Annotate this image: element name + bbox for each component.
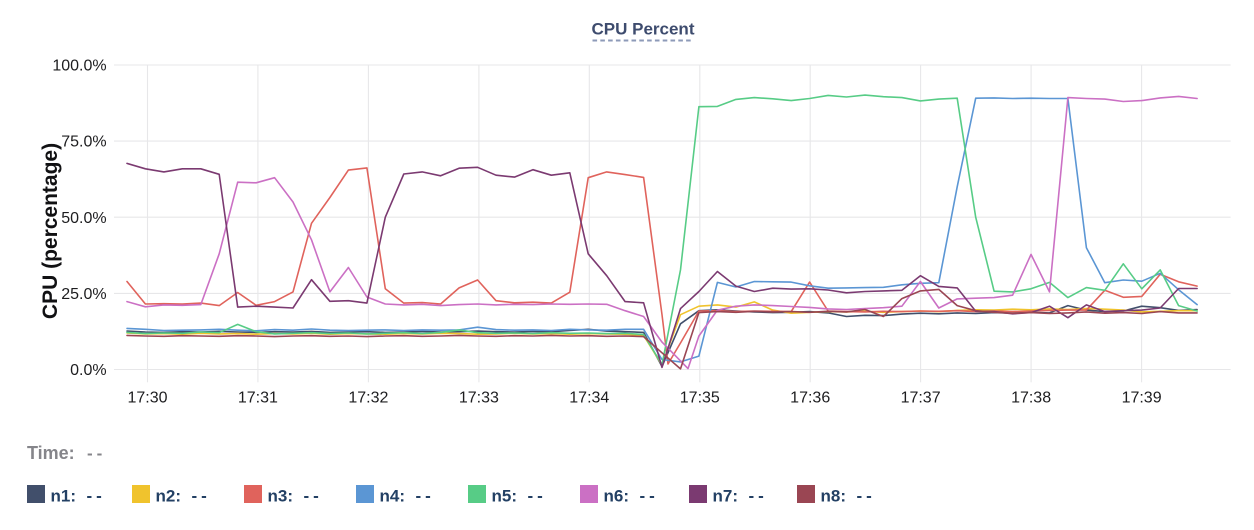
svg-text:--: -- [304,487,323,506]
svg-text:17:34: 17:34 [569,390,609,407]
svg-text:--: -- [528,487,547,506]
svg-text:50.0%: 50.0% [61,210,106,227]
svg-text:17:36: 17:36 [790,390,830,407]
svg-text:25.0%: 25.0% [61,286,106,303]
svg-text:--: -- [87,444,106,463]
svg-text:17:31: 17:31 [238,390,278,407]
svg-text:17:35: 17:35 [680,390,720,407]
svg-text:CPU (percentage): CPU (percentage) [39,143,62,319]
svg-text:--: -- [857,487,876,506]
svg-text:n5:: n5: [492,487,518,506]
svg-text:n7:: n7: [713,487,739,506]
svg-text:100.0%: 100.0% [52,58,106,75]
svg-text:--: -- [749,487,768,506]
svg-text:--: -- [192,487,211,506]
svg-text:0.0%: 0.0% [70,362,106,379]
svg-text:n4:: n4: [380,487,406,506]
svg-text:n1:: n1: [51,487,77,506]
svg-text:17:38: 17:38 [1011,390,1051,407]
svg-text:--: -- [416,487,435,506]
svg-text:--: -- [640,487,659,506]
svg-text:n8:: n8: [821,487,847,506]
svg-text:17:33: 17:33 [459,390,499,407]
svg-text:--: -- [87,487,106,506]
svg-text:17:37: 17:37 [901,390,941,407]
svg-text:17:32: 17:32 [348,390,388,407]
svg-text:Time:: Time: [27,443,75,463]
svg-text:75.0%: 75.0% [61,134,106,151]
svg-text:n3:: n3: [268,487,294,506]
svg-text:n2:: n2: [156,487,182,506]
svg-text:17:39: 17:39 [1122,390,1162,407]
svg-text:CPU Percent: CPU Percent [592,20,695,39]
svg-text:17:30: 17:30 [127,390,167,407]
svg-text:n6:: n6: [604,487,630,506]
